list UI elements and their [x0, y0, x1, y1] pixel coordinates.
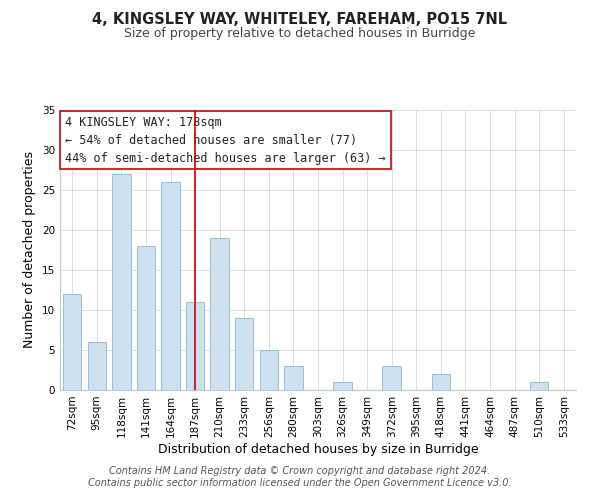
Text: Contains HM Land Registry data © Crown copyright and database right 2024.
Contai: Contains HM Land Registry data © Crown c… [88, 466, 512, 487]
Bar [431, 374, 450, 390]
Bar [260, 350, 278, 390]
Bar [88, 342, 106, 390]
Text: Size of property relative to detached houses in Burridge: Size of property relative to detached ho… [124, 28, 476, 40]
Bar [63, 294, 82, 390]
Bar [235, 318, 253, 390]
Text: 4, KINGSLEY WAY, WHITELEY, FAREHAM, PO15 7NL: 4, KINGSLEY WAY, WHITELEY, FAREHAM, PO15… [92, 12, 508, 28]
Bar [530, 382, 548, 390]
Y-axis label: Number of detached properties: Number of detached properties [23, 152, 37, 348]
Bar [161, 182, 180, 390]
Bar [211, 238, 229, 390]
X-axis label: Distribution of detached houses by size in Burridge: Distribution of detached houses by size … [158, 442, 478, 456]
Bar [334, 382, 352, 390]
Bar [112, 174, 131, 390]
Bar [284, 366, 302, 390]
Bar [186, 302, 205, 390]
Text: 4 KINGSLEY WAY: 178sqm
← 54% of detached houses are smaller (77)
44% of semi-det: 4 KINGSLEY WAY: 178sqm ← 54% of detached… [65, 116, 386, 164]
Bar [137, 246, 155, 390]
Bar [383, 366, 401, 390]
